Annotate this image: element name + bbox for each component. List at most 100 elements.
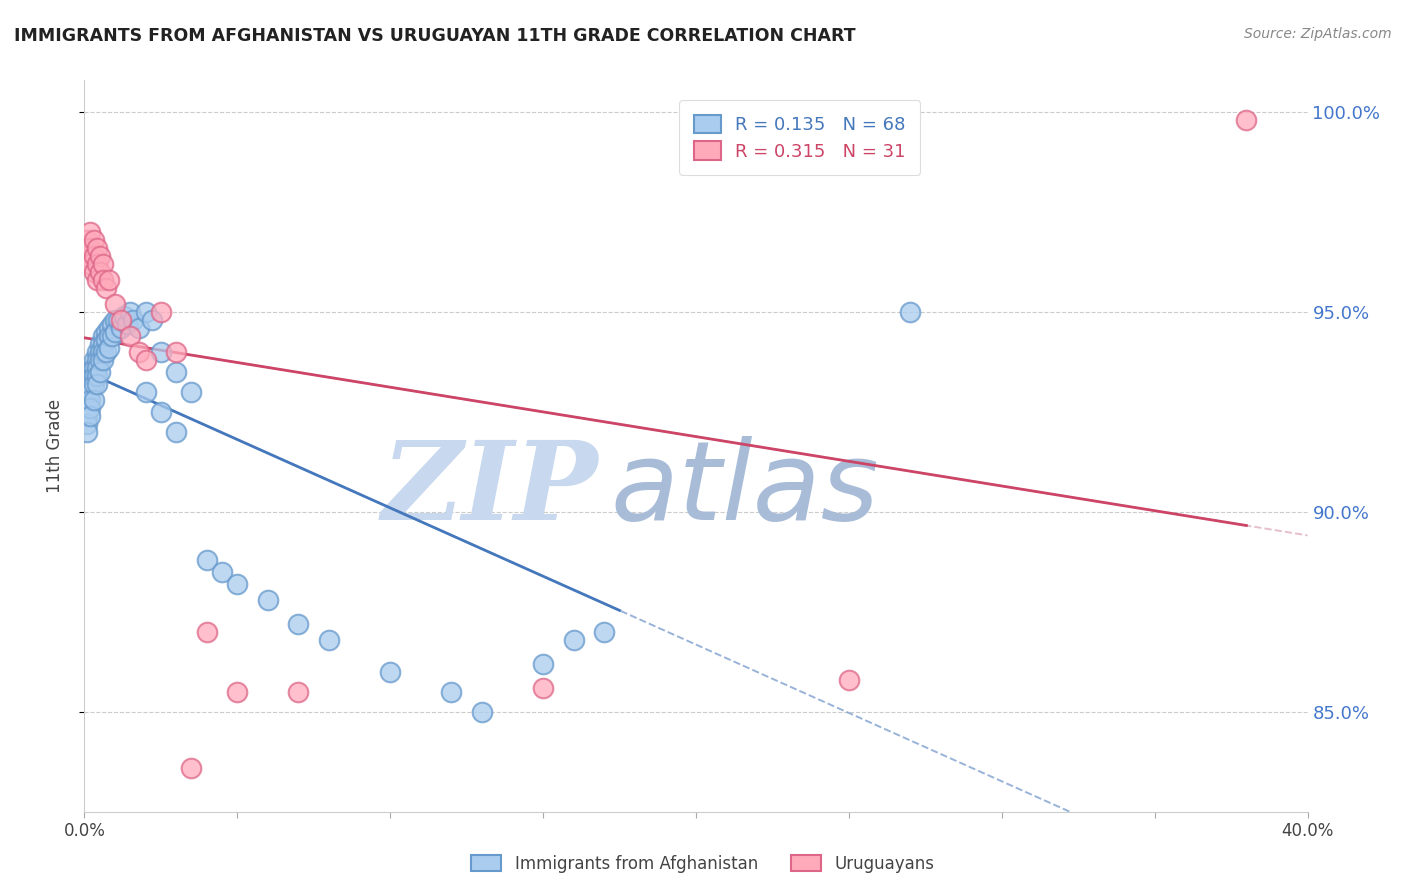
Point xyxy=(79,392,101,407)
Point xyxy=(79,377,101,392)
Point xyxy=(89,249,111,263)
Point xyxy=(83,233,105,247)
Point xyxy=(97,273,120,287)
Point xyxy=(287,616,309,631)
Point xyxy=(83,361,105,376)
Point xyxy=(76,233,98,247)
Point xyxy=(86,345,108,359)
Point xyxy=(86,353,108,368)
Point xyxy=(76,409,98,423)
Point xyxy=(91,337,114,351)
Point xyxy=(165,425,187,439)
Point xyxy=(287,685,309,699)
Point xyxy=(86,361,108,376)
Point xyxy=(79,241,101,255)
Point xyxy=(838,673,860,687)
Point xyxy=(83,392,105,407)
Point xyxy=(122,313,145,327)
Point xyxy=(101,317,124,331)
Point xyxy=(79,385,101,400)
Point xyxy=(135,305,157,319)
Point xyxy=(79,257,101,271)
Point xyxy=(149,305,172,319)
Point xyxy=(76,417,98,431)
Point xyxy=(101,329,124,343)
Point xyxy=(91,329,114,343)
Point xyxy=(86,377,108,392)
Point xyxy=(180,385,202,400)
Point xyxy=(1236,113,1258,128)
Point xyxy=(79,225,101,239)
Point xyxy=(94,345,117,359)
Point xyxy=(115,317,138,331)
Point xyxy=(104,297,127,311)
Point xyxy=(104,313,127,327)
Point xyxy=(83,353,105,368)
Point xyxy=(79,401,101,415)
Point xyxy=(79,409,101,423)
Legend: R = 0.135   N = 68, R = 0.315   N = 31: R = 0.135 N = 68, R = 0.315 N = 31 xyxy=(679,100,921,175)
Point xyxy=(91,257,114,271)
Point xyxy=(128,345,150,359)
Point xyxy=(89,345,111,359)
Point xyxy=(318,632,340,647)
Point xyxy=(120,329,142,343)
Point xyxy=(83,377,105,392)
Point xyxy=(86,369,108,384)
Point xyxy=(112,309,135,323)
Point xyxy=(211,565,233,579)
Point xyxy=(104,325,127,339)
Point xyxy=(76,425,98,439)
Point xyxy=(107,313,129,327)
Point xyxy=(89,337,111,351)
Point xyxy=(79,365,101,379)
Point xyxy=(593,624,616,639)
Point xyxy=(165,345,187,359)
Point xyxy=(83,369,105,384)
Point xyxy=(89,353,111,368)
Text: IMMIGRANTS FROM AFGHANISTAN VS URUGUAYAN 11TH GRADE CORRELATION CHART: IMMIGRANTS FROM AFGHANISTAN VS URUGUAYAN… xyxy=(14,27,856,45)
Point xyxy=(83,249,105,263)
Point xyxy=(380,665,402,679)
Point xyxy=(86,241,108,255)
Text: ZIP: ZIP xyxy=(381,436,598,543)
Point xyxy=(440,685,463,699)
Point xyxy=(226,685,249,699)
Point xyxy=(76,401,98,415)
Point xyxy=(76,392,98,407)
Point xyxy=(165,365,187,379)
Point xyxy=(195,624,218,639)
Point xyxy=(76,385,98,400)
Point xyxy=(91,273,114,287)
Point xyxy=(531,681,554,695)
Point xyxy=(89,265,111,279)
Point xyxy=(226,577,249,591)
Point xyxy=(94,281,117,295)
Point xyxy=(97,341,120,355)
Point xyxy=(97,321,120,335)
Text: Source: ZipAtlas.com: Source: ZipAtlas.com xyxy=(1244,27,1392,41)
Point xyxy=(471,705,494,719)
Point xyxy=(76,249,98,263)
Point xyxy=(531,657,554,671)
Text: atlas: atlas xyxy=(610,436,879,543)
Point xyxy=(97,329,120,343)
Point xyxy=(91,353,114,368)
Y-axis label: 11th Grade: 11th Grade xyxy=(45,399,63,493)
Point xyxy=(149,345,172,359)
Point xyxy=(135,385,157,400)
Point xyxy=(120,305,142,319)
Point xyxy=(91,345,114,359)
Point xyxy=(128,321,150,335)
Point xyxy=(135,353,157,368)
Point xyxy=(83,265,105,279)
Point xyxy=(562,632,585,647)
Point xyxy=(86,273,108,287)
Point xyxy=(110,321,132,335)
Point xyxy=(257,593,280,607)
Point xyxy=(180,761,202,775)
Legend: Immigrants from Afghanistan, Uruguayans: Immigrants from Afghanistan, Uruguayans xyxy=(465,848,941,880)
Point xyxy=(898,305,921,319)
Point xyxy=(89,365,111,379)
Point xyxy=(149,405,172,419)
